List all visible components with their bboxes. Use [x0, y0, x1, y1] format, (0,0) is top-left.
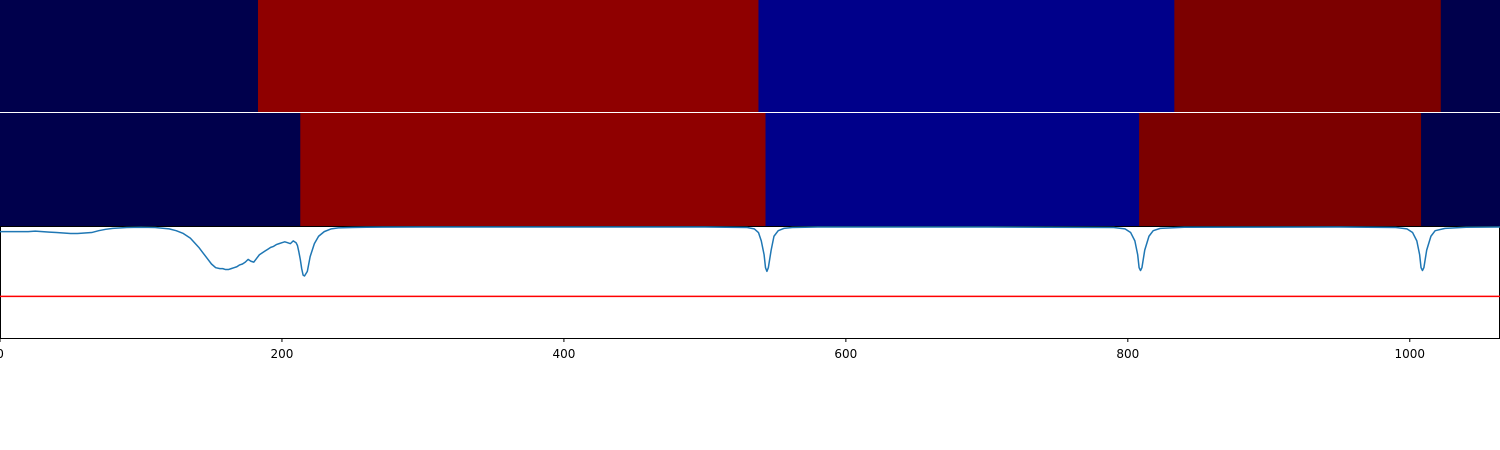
x-tick-label: 800	[1116, 347, 1139, 361]
heatmap-top-segment	[1174, 0, 1442, 112]
heatmap-middle-segment	[1421, 113, 1500, 226]
heatmap-middle-segment	[0, 113, 301, 226]
heatmap-top-segment	[1440, 0, 1500, 112]
heatmap-middle-segment	[765, 113, 1140, 226]
x-axis: 0 200 400 600 800 1000	[0, 338, 1425, 361]
series-line	[0, 226, 1500, 277]
heatmap-top-segment	[0, 0, 259, 112]
heatmap-middle-row	[0, 113, 1500, 226]
x-tick-label: 400	[552, 347, 575, 361]
line-plot-frame	[0, 226, 1500, 339]
heatmap-top-row	[0, 0, 1500, 112]
x-tick-label: 1000	[1395, 347, 1426, 361]
heatmap-top-segment	[758, 0, 1175, 112]
heatmap-middle-segment	[300, 113, 767, 226]
heatmap-top-segment	[257, 0, 759, 112]
line-plot-panel	[0, 226, 1500, 339]
x-tick-label: 0	[0, 347, 4, 361]
heatmap-middle-segment	[1139, 113, 1422, 226]
x-tick-label: 600	[834, 347, 857, 361]
x-tick-label: 200	[271, 347, 294, 361]
